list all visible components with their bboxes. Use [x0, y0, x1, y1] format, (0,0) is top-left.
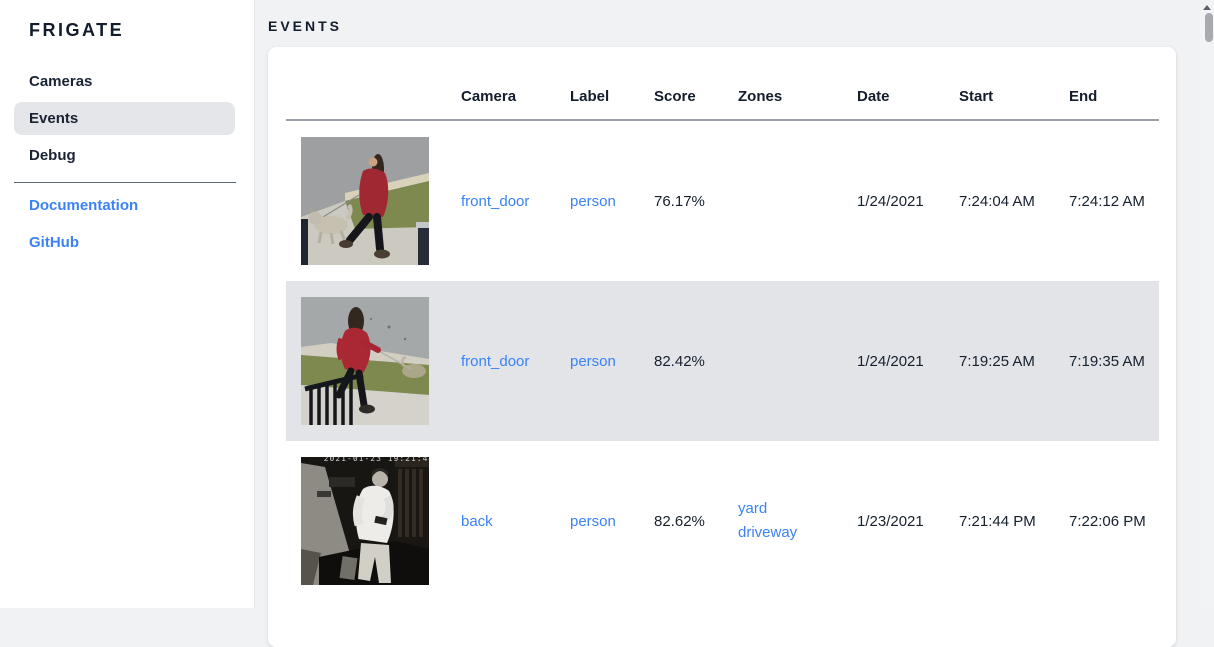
svg-text:2021-01-23 19:21:44: 2021-01-23 19:21:44: [324, 457, 429, 463]
event-thumbnail-image[interactable]: [301, 137, 429, 265]
event-end-time: 7:19:35 AM: [1069, 352, 1145, 370]
event-date: 1/24/2021: [857, 192, 924, 210]
table-header-row: Camera Label Score Zones Date Start End: [286, 47, 1159, 121]
column-header-zones: Zones: [738, 87, 783, 105]
event-score: 82.42%: [654, 352, 705, 370]
event-start-time: 7:19:25 AM: [959, 352, 1035, 370]
event-camera-link[interactable]: back: [461, 512, 493, 530]
sidebar-item-cameras[interactable]: Cameras: [29, 73, 93, 90]
event-score: 76.17%: [654, 192, 705, 210]
main-content: EVENTS Camera Label Score Zones Date Sta…: [255, 0, 1214, 647]
sidebar-link-documentation[interactable]: Documentation: [29, 197, 139, 214]
event-date: 1/23/2021: [857, 512, 924, 530]
sidebar-divider: [14, 182, 236, 183]
event-camera-link[interactable]: front_door: [461, 352, 530, 370]
event-zone-link[interactable]: yard: [738, 500, 768, 517]
event-label-link[interactable]: person: [570, 192, 616, 210]
events-card: Camera Label Score Zones Date Start End: [268, 47, 1176, 647]
column-header-label: Label: [570, 87, 610, 105]
column-header-score: Score: [654, 87, 696, 105]
sidebar-link-github[interactable]: GitHub: [29, 234, 79, 251]
event-end-time: 7:22:06 PM: [1069, 512, 1146, 530]
column-header-end: End: [1069, 87, 1098, 105]
scroll-up-arrow-icon[interactable]: [1202, 5, 1211, 10]
event-zones: yard driveway: [738, 497, 857, 545]
sidebar-nav: Cameras Events Debug: [0, 65, 254, 172]
table-row: 2021-01-23 19:21:44 back person 82.62% y…: [286, 441, 1159, 601]
event-start-time: 7:21:44 PM: [959, 512, 1036, 530]
event-thumbnail-image[interactable]: [301, 297, 429, 425]
table-row: front_door person 82.42% 1/24/2021 7:19:…: [286, 281, 1159, 441]
event-thumbnail-image[interactable]: 2021-01-23 19:21:44: [301, 457, 429, 585]
event-camera-link[interactable]: front_door: [461, 192, 530, 210]
column-header-camera: Camera: [461, 87, 517, 105]
event-score: 82.62%: [654, 512, 705, 530]
event-zone-link[interactable]: driveway: [738, 524, 798, 541]
event-date: 1/24/2021: [857, 352, 924, 370]
sidebar-item-events[interactable]: Events: [14, 102, 235, 135]
event-thumbnail-cell: 2021-01-23 19:21:44: [286, 457, 461, 585]
app-title: FRIGATE: [29, 20, 125, 40]
event-start-time: 7:24:04 AM: [959, 192, 1035, 210]
event-thumbnail-cell: [286, 137, 461, 265]
scrollbar[interactable]: [1199, 0, 1214, 608]
event-label-link[interactable]: person: [570, 352, 616, 370]
event-thumbnail-cell: [286, 297, 461, 425]
column-header-date: Date: [857, 87, 890, 105]
table-row: front_door person 76.17% 1/24/2021 7:24:…: [286, 121, 1159, 281]
event-label-link[interactable]: person: [570, 512, 616, 530]
page-title: EVENTS: [268, 18, 343, 34]
sidebar-item-debug[interactable]: Debug: [29, 147, 76, 164]
column-header-start: Start: [959, 87, 994, 105]
event-end-time: 7:24:12 AM: [1069, 192, 1145, 210]
sidebar: FRIGATE Cameras Events Debug Documentati…: [0, 0, 255, 608]
scrollbar-thumb[interactable]: [1205, 13, 1213, 42]
